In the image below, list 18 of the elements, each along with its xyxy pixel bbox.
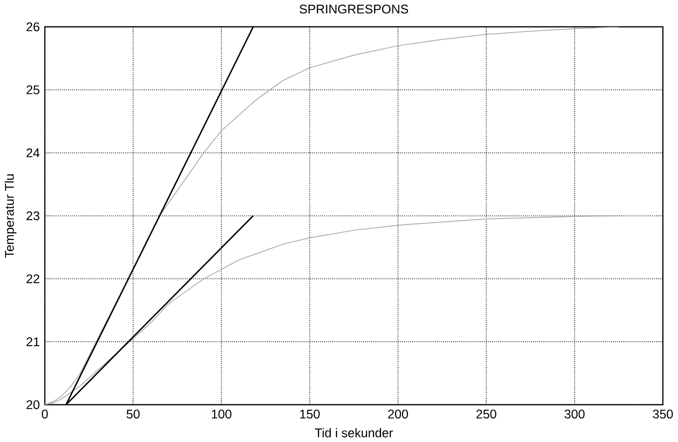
x-tick-label: 50 [126,410,140,419]
y-tick-label: 21 [26,337,40,346]
x-axis-title: Tid i sekunder [314,428,393,438]
chart-title: SPRINGRESPONS [300,4,408,14]
x-tick-label: 300 [564,410,585,419]
x-tick-label: 150 [300,410,320,419]
x-tick-label: 350 [652,410,673,419]
x-tick-label: 250 [476,410,496,419]
y-tick-label: 26 [26,22,40,32]
y-tick-label: 22 [26,274,40,284]
y-tick-label: 23 [26,211,40,220]
x-tick-label: 100 [212,410,232,419]
y-tick-label: 25 [26,85,40,94]
y-tick-label: 24 [26,148,40,158]
y-axis-title: Temperatur Tlu [4,174,16,258]
x-tick-label: 0 [42,410,48,419]
x-tick-label: 200 [388,410,408,419]
y-tick-label: 20 [26,400,40,410]
